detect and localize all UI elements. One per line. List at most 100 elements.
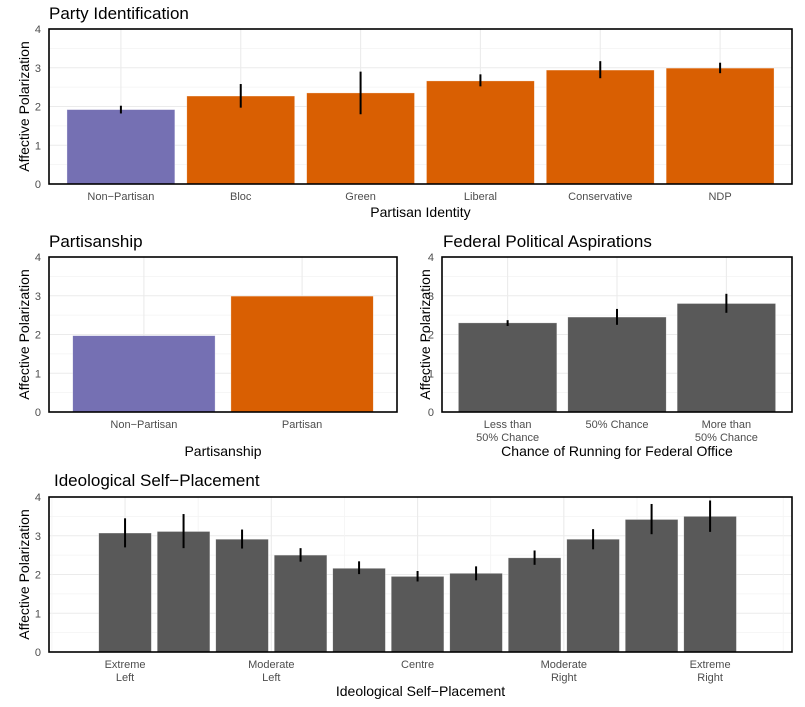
x-tick-label: Moderate Right xyxy=(541,659,587,684)
bar xyxy=(186,95,295,185)
bars xyxy=(458,303,776,413)
y-tick-label: 0 xyxy=(35,407,41,419)
y-tick-label: 2 xyxy=(35,330,41,342)
y-tick-label: 1 xyxy=(35,368,41,380)
y-tick-label: 3 xyxy=(35,63,41,75)
bar xyxy=(546,69,655,185)
plot-frame xyxy=(48,28,793,185)
x-tick-label-line: NDP xyxy=(708,191,731,203)
x-tick-label-line: Centre xyxy=(401,659,434,671)
bar xyxy=(624,519,679,653)
x-tick-label: More than 50% Chance xyxy=(695,419,758,444)
x-axis-title: Chance of Running for Federal Office xyxy=(501,443,733,459)
bar xyxy=(215,538,269,653)
x-tick-label-line: Extreme xyxy=(690,659,731,671)
x-tick-label-line: Non−Partisan xyxy=(87,191,154,203)
x-axis-title: Ideological Self−Placement xyxy=(336,683,505,699)
bars xyxy=(98,516,737,653)
x-tick-label-line: Bloc xyxy=(230,191,252,203)
x-tick-label: Non−Partisan xyxy=(87,191,154,203)
x-tick-label: Extreme Left xyxy=(105,659,146,684)
x-tick-label: 50% Chance xyxy=(586,419,649,431)
bar xyxy=(390,576,445,653)
bar xyxy=(426,80,535,185)
x-tick-labels: Non−Partisan Partisan xyxy=(110,419,322,431)
party-identification-chart: Party Identification 0 1 2 3 4 Non−Partisan B… xyxy=(16,4,793,220)
bar xyxy=(458,322,558,413)
y-tick-label: 4 xyxy=(35,252,41,264)
y-tick-label: 1 xyxy=(35,608,41,620)
x-tick-label-line: 50% Chance xyxy=(476,432,539,444)
error-bars xyxy=(119,61,722,115)
chart-title: Ideological Self−Placement xyxy=(54,471,260,490)
x-tick-label-line: Green xyxy=(345,191,376,203)
y-tick-labels: 0 1 2 3 4 xyxy=(35,252,41,419)
plot-frame xyxy=(48,256,398,413)
x-tick-label: Liberal xyxy=(464,191,497,203)
x-tick-label: Partisan xyxy=(282,419,322,431)
y-tick-label: 1 xyxy=(35,140,41,152)
bar xyxy=(230,295,374,413)
bar xyxy=(72,335,216,413)
ideological-placement-chart: Ideological Self−Placement 0 1 2 3 4 Extreme… xyxy=(16,471,793,699)
federal-aspirations-chart: Federal Political Aspirations 0 1 2 3 4 Less… xyxy=(417,232,793,459)
x-tick-label-line: Liberal xyxy=(464,191,497,203)
x-tick-label: Non−Partisan xyxy=(110,419,177,431)
y-axis-title: Affective Polarization xyxy=(16,41,32,171)
bar xyxy=(566,538,620,653)
y-tick-label: 4 xyxy=(428,252,434,264)
y-tick-label: 3 xyxy=(35,531,41,543)
bars xyxy=(66,67,775,185)
x-tick-label-line: Right xyxy=(551,672,577,684)
y-tick-labels: 0 1 2 3 4 xyxy=(35,492,41,659)
bar xyxy=(273,554,328,653)
x-tick-label: Centre xyxy=(401,659,434,671)
y-tick-label: 0 xyxy=(35,179,41,191)
x-axis-title: Partisanship xyxy=(184,443,261,459)
x-tick-labels: Non−Partisan Bloc Green Liberal Conservative… xyxy=(87,191,731,203)
x-tick-label-line: 50% Chance xyxy=(586,419,649,431)
x-tick-label-line: 50% Chance xyxy=(695,432,758,444)
x-axis-title: Partisan Identity xyxy=(370,204,470,220)
y-tick-label: 3 xyxy=(35,291,41,303)
x-tick-label: Conservative xyxy=(568,191,632,203)
y-tick-label: 0 xyxy=(35,647,41,659)
y-tick-label: 2 xyxy=(35,570,41,582)
x-tick-label-line: Right xyxy=(697,672,723,684)
bar xyxy=(156,531,211,653)
y-tick-label: 2 xyxy=(35,102,41,114)
bar xyxy=(567,316,667,413)
bars xyxy=(72,295,374,413)
y-tick-label: 3 xyxy=(428,291,434,303)
bar xyxy=(676,303,776,413)
chart-title: Federal Political Aspirations xyxy=(443,232,652,251)
bar xyxy=(507,557,562,653)
bar xyxy=(98,532,152,653)
y-tick-label: 0 xyxy=(428,407,434,419)
x-tick-label-line: Moderate xyxy=(541,659,587,671)
bar xyxy=(449,573,503,653)
bar xyxy=(66,109,176,185)
y-tick-labels: 0 1 2 3 4 xyxy=(428,252,434,419)
x-tick-label: Bloc xyxy=(230,191,252,203)
x-tick-label: NDP xyxy=(708,191,731,203)
x-tick-label-line: Left xyxy=(262,672,280,684)
plot-frame xyxy=(48,496,793,653)
x-tick-label: Green xyxy=(345,191,376,203)
x-tick-label-line: Extreme xyxy=(105,659,146,671)
x-tick-label: Extreme Right xyxy=(690,659,731,684)
bar xyxy=(683,516,737,653)
x-tick-label-line: Conservative xyxy=(568,191,632,203)
bar xyxy=(665,67,775,185)
x-tick-label: Moderate Left xyxy=(248,659,294,684)
y-tick-labels: 0 1 2 3 4 xyxy=(35,24,41,191)
y-tick-label: 1 xyxy=(428,368,434,380)
error-bars xyxy=(124,500,712,582)
y-tick-label: 4 xyxy=(35,492,41,504)
y-axis-title: Affective Polarization xyxy=(417,269,433,399)
chart-title: Partisanship xyxy=(49,232,143,251)
